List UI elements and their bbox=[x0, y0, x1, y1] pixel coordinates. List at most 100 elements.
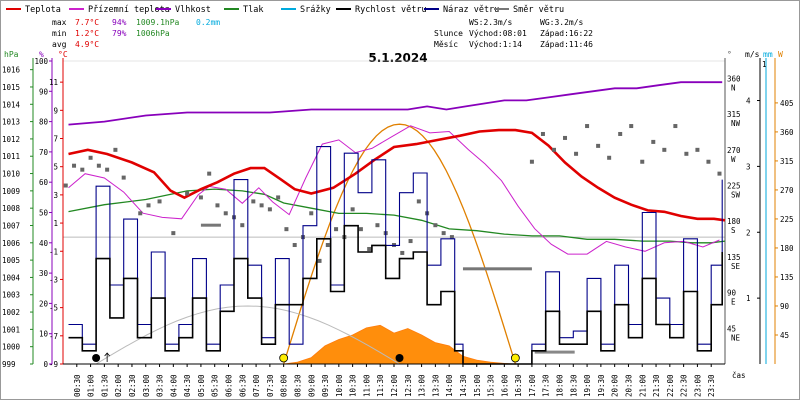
tick-label-w: 90 bbox=[780, 302, 790, 311]
direction-point bbox=[596, 143, 601, 148]
legend-label-teplota: Teplota bbox=[25, 5, 61, 15]
direction-point bbox=[529, 159, 534, 164]
series-line-naraz-vetru bbox=[68, 146, 723, 365]
tick-label-direction: 225 bbox=[727, 182, 741, 191]
legend-label-rychlost-vetru: Rychlost větru bbox=[355, 5, 427, 15]
tick-label-hpa: 1008 bbox=[2, 204, 21, 213]
tick-label-compass: NW bbox=[731, 119, 741, 128]
direction-point bbox=[441, 231, 446, 236]
direction-point bbox=[121, 175, 126, 180]
tick-label-w: 225 bbox=[780, 215, 794, 224]
tick-label-temp: -7 bbox=[49, 332, 58, 341]
tick-label-pct: 0 bbox=[43, 360, 48, 369]
axis-title-mm: mm bbox=[763, 50, 773, 59]
tick-label-direction: 45 bbox=[727, 324, 736, 333]
direction-point bbox=[618, 131, 623, 136]
legend-label-tlak: Tlak bbox=[243, 5, 263, 15]
direction-point bbox=[607, 155, 612, 160]
tick-label-pct: 10 bbox=[39, 330, 49, 339]
tick-label-compass: W bbox=[731, 155, 736, 164]
stat-temp-avg: 4.9°C bbox=[75, 40, 99, 49]
stat-hum-max: 94% bbox=[112, 18, 127, 27]
direction-point bbox=[138, 211, 143, 216]
x-tick-label: 20:00 bbox=[611, 374, 620, 397]
x-tick-label: 05:00 bbox=[197, 374, 206, 397]
tick-label-pct: 30 bbox=[39, 269, 49, 278]
x-tick-label: 17:30 bbox=[542, 374, 551, 397]
tick-label-direction: 180 bbox=[727, 217, 741, 226]
x-tick-label: 16:30 bbox=[514, 374, 523, 397]
stat-label-max: max bbox=[52, 18, 67, 27]
tick-label-direction: 135 bbox=[727, 253, 741, 262]
direction-point bbox=[358, 227, 363, 232]
tick-label-w: 45 bbox=[780, 331, 789, 340]
x-tick-label: 05:30 bbox=[211, 374, 220, 397]
plot-layer bbox=[63, 81, 726, 365]
direction-point bbox=[684, 151, 689, 156]
chart-legend: Teplota Přízemní teplota Vlhkost Tlak Srážky… bbox=[6, 5, 564, 15]
moon-marker bbox=[92, 354, 101, 362]
tick-label-compass: SE bbox=[731, 262, 741, 271]
direction-point bbox=[223, 211, 228, 216]
direction-point bbox=[284, 227, 289, 232]
direction-point bbox=[96, 163, 101, 168]
x-axis: 00:30 01:00 01:30 02:00 02:30 03:00 03:30 04:00… bbox=[63, 363, 725, 397]
tick-label-pct: 100 bbox=[34, 57, 48, 66]
tick-label-compass: S bbox=[731, 226, 736, 235]
stat-sun-label: Slunce bbox=[434, 29, 463, 38]
x-tick-label: 08:00 bbox=[280, 374, 289, 397]
sun-marker bbox=[510, 353, 520, 363]
x-tick-label: 06:00 bbox=[225, 374, 234, 397]
direction-point bbox=[416, 199, 421, 204]
x-tick-label: 08:30 bbox=[294, 374, 303, 397]
x-tick-label: 02:30 bbox=[128, 374, 137, 397]
direction-point bbox=[540, 131, 545, 136]
x-tick-label: 21:00 bbox=[638, 374, 647, 397]
direction-point bbox=[80, 167, 85, 172]
sun-marker bbox=[279, 353, 289, 363]
tick-label-hpa: 1004 bbox=[2, 273, 21, 282]
tick-label-compass: N bbox=[731, 83, 736, 92]
x-tick-label: 23:00 bbox=[693, 374, 702, 397]
direction-point bbox=[662, 147, 667, 152]
axis-title-hpa: hPa bbox=[4, 50, 19, 59]
tick-label-direction: 270 bbox=[727, 146, 741, 155]
direction-point bbox=[105, 167, 110, 172]
tick-label-ms: 2 bbox=[746, 228, 751, 237]
x-tick-label: 02:00 bbox=[114, 374, 123, 397]
tick-label-direction: 315 bbox=[727, 110, 741, 119]
direction-point bbox=[585, 124, 590, 129]
x-tick-label: 22:30 bbox=[680, 374, 689, 397]
tick-label-temp: -3 bbox=[49, 275, 58, 284]
tick-label-pct: 80 bbox=[39, 118, 49, 127]
legend-label-vlhkost: Vlhkost bbox=[175, 5, 211, 15]
direction-point bbox=[157, 199, 162, 204]
axis-title-deg: ° bbox=[727, 50, 732, 59]
tick-label-temp: 7 bbox=[53, 135, 58, 144]
series-line-prizemni-teplota bbox=[68, 125, 720, 255]
tick-label-compass: E bbox=[731, 298, 736, 307]
x-tick-label: 15:30 bbox=[487, 374, 496, 397]
tick-label-hpa: 1011 bbox=[2, 152, 20, 161]
tick-label-mm: 1 bbox=[762, 60, 767, 69]
tick-label-ms: 1 bbox=[746, 294, 751, 303]
tick-label-hpa: 1001 bbox=[2, 325, 20, 334]
x-tick-label: 14:00 bbox=[445, 374, 454, 397]
direction-point bbox=[449, 235, 454, 240]
tick-label-hpa: 1012 bbox=[2, 135, 20, 144]
direction-point bbox=[72, 163, 77, 168]
x-tick-label: 07:30 bbox=[266, 374, 275, 397]
tick-label-pct: 20 bbox=[39, 299, 49, 308]
tick-label-w: 360 bbox=[780, 128, 794, 137]
direction-point bbox=[292, 243, 297, 248]
direction-point bbox=[185, 191, 190, 196]
x-tick-label: 23:30 bbox=[707, 374, 716, 397]
direction-point bbox=[171, 231, 176, 236]
direction-point bbox=[207, 171, 212, 176]
direction-point bbox=[551, 147, 556, 152]
stat-temp-min: 1.2°C bbox=[75, 29, 99, 38]
tick-label-pct: 60 bbox=[39, 178, 49, 187]
stat-temp-max: 7.7°C bbox=[75, 18, 99, 27]
x-tick-label: 19:00 bbox=[583, 374, 592, 397]
